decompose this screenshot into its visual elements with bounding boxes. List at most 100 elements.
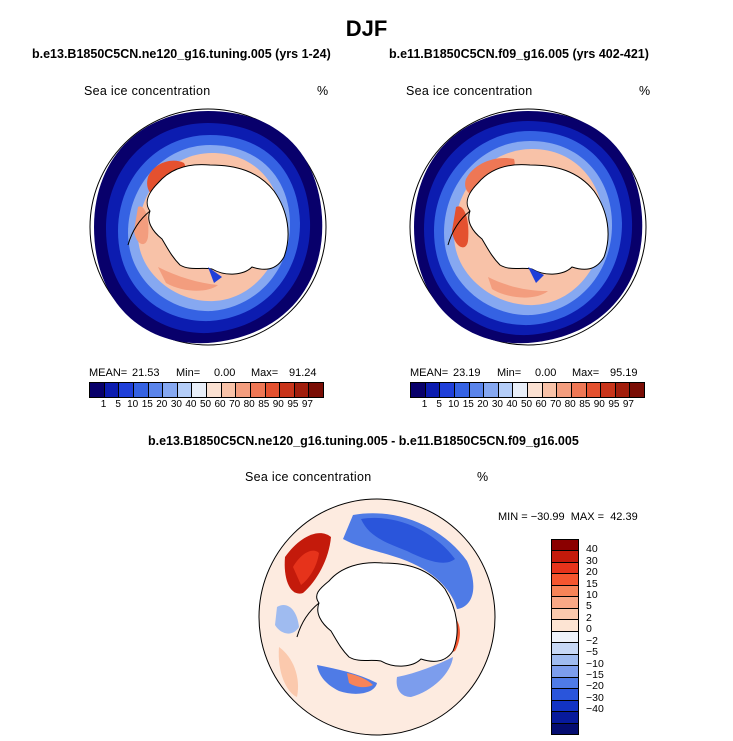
diff-colorbar-tick-label: 40 <box>586 543 598 556</box>
panel1-map <box>89 108 327 346</box>
colorbar-swatch <box>309 383 323 397</box>
panel1-field-name: Sea ice concentration <box>84 84 211 98</box>
colorbar-swatch <box>177 383 193 397</box>
colorbar-tick-label: 90 <box>593 399 605 410</box>
colorbar-swatch <box>294 383 310 397</box>
diff-colorbar <box>551 539 579 735</box>
colorbar-tick-label: 20 <box>477 399 489 410</box>
colorbar-swatch <box>236 383 251 397</box>
colorbar-swatch <box>90 383 105 397</box>
colorbar-tick-label: 40 <box>506 399 518 410</box>
diff-field-name: Sea ice concentration <box>245 470 372 484</box>
panel1-max-label: Max= <box>251 367 279 379</box>
diff-colorbar-swatch <box>552 620 578 632</box>
colorbar-swatch <box>454 383 470 397</box>
colorbar-tick-label: 20 <box>156 399 168 410</box>
colorbar-swatch <box>440 383 455 397</box>
colorbar-tick-label: 97 <box>301 399 313 410</box>
diff-colorbar-swatch <box>552 666 578 678</box>
diff-minmax: MIN = −30.99 MAX = 42.39 <box>498 511 638 523</box>
colorbar-swatch <box>265 383 281 397</box>
colorbar-swatch <box>207 383 222 397</box>
diff-colorbar-swatch <box>552 608 578 621</box>
colorbar-swatch <box>221 383 237 397</box>
panel2-field-name: Sea ice concentration <box>406 84 533 98</box>
colorbar-swatch <box>586 383 602 397</box>
panel1-case-title: b.e13.B1850C5CN.ne120_g16.tuning.005 (yr… <box>32 47 331 61</box>
diff-colorbar-tick-label: 20 <box>586 566 598 579</box>
panel2-min-value: 0.00 <box>535 367 557 379</box>
colorbar-tick-label: 10 <box>127 399 139 410</box>
colorbar-tick-label: 5 <box>115 399 121 410</box>
diff-units: % <box>477 470 489 484</box>
colorbar-swatch <box>469 383 485 397</box>
panel2-mean-value: 23.19 <box>453 367 481 379</box>
diff-colorbar-swatch <box>552 540 578 552</box>
colorbar-tick-label: 60 <box>535 399 547 410</box>
panel2-max-value: 95.19 <box>610 367 638 379</box>
diff-colorbar-tick-label: 0 <box>586 623 592 636</box>
panel1-antarctica <box>146 164 289 275</box>
diff-colorbar-swatch <box>552 631 578 644</box>
figure-title: DJF <box>345 16 388 41</box>
diff-colorbar-tick-label: −15 <box>586 668 604 681</box>
colorbar-tick-label: 80 <box>564 399 576 410</box>
colorbar-tick-label: 80 <box>243 399 255 410</box>
diff-title: b.e13.B1850C5CN.ne120_g16.tuning.005 - b… <box>148 434 579 448</box>
colorbar-swatch <box>411 383 426 397</box>
colorbar-tick-label: 1 <box>421 399 428 410</box>
diff-colorbar-swatch <box>552 712 578 724</box>
colorbar-swatch <box>192 383 207 397</box>
colorbar-tick-label: 90 <box>272 399 284 410</box>
diff-colorbar-tick-label: 10 <box>586 589 598 602</box>
diff-colorbar-swatch <box>552 574 578 586</box>
colorbar-tick-label: 15 <box>462 399 474 410</box>
panel2-min-label: Min= <box>497 367 522 379</box>
panel1-colorbar <box>89 382 324 398</box>
panel2-max-label: Max= <box>572 367 600 379</box>
diff-colorbar-tick-label: −20 <box>586 680 604 693</box>
diff-colorbar-tick-label: 30 <box>586 554 598 567</box>
diff-colorbar-swatch <box>552 700 578 713</box>
colorbar-swatch <box>615 383 631 397</box>
diff-colorbar-swatch <box>552 597 578 609</box>
diff-colorbar-tick-label: −2 <box>586 634 598 647</box>
panel1-units: % <box>317 84 329 98</box>
panel1-min-value: 0.00 <box>214 367 236 379</box>
colorbar-swatch <box>250 383 266 397</box>
panel2-units: % <box>639 84 651 98</box>
colorbar-swatch <box>133 383 149 397</box>
diff-colorbar-swatch <box>552 562 578 575</box>
diff-colorbar-swatch <box>552 585 578 598</box>
colorbar-tick-label: 97 <box>622 399 634 410</box>
colorbar-swatch <box>280 383 295 397</box>
diff-colorbar-swatch <box>552 689 578 701</box>
colorbar-swatch <box>542 383 558 397</box>
colorbar-swatch <box>601 383 616 397</box>
diff-colorbar-swatch <box>552 551 578 563</box>
colorbar-swatch <box>498 383 514 397</box>
colorbar-tick-label: 70 <box>550 399 562 410</box>
panel2-map <box>409 108 647 346</box>
panel2-case-title: b.e11.B1850C5CN.f09_g16.005 (yrs 402-421… <box>389 47 649 61</box>
panel2-mean-label: MEAN= <box>410 367 449 379</box>
colorbar-tick-label: 70 <box>229 399 241 410</box>
colorbar-tick-label: 95 <box>287 399 299 410</box>
colorbar-tick-label: 60 <box>214 399 226 410</box>
diff-antarctica <box>316 562 458 667</box>
panel2-colorbar <box>410 382 645 398</box>
colorbar-swatch <box>104 383 120 397</box>
colorbar-tick-label: 85 <box>579 399 591 410</box>
colorbar-swatch <box>163 383 178 397</box>
panel1-mean-label: MEAN= <box>89 367 128 379</box>
colorbar-swatch <box>571 383 587 397</box>
colorbar-tick-label: 30 <box>491 399 503 410</box>
colorbar-tick-label: 95 <box>608 399 620 410</box>
panel1-mean-value: 21.53 <box>132 367 160 379</box>
colorbar-swatch <box>630 383 644 397</box>
diff-colorbar-tick-label: −5 <box>586 646 598 659</box>
colorbar-tick-label: 50 <box>199 399 212 410</box>
diff-colorbar-tick-label: 5 <box>586 600 592 613</box>
diff-colorbar-tick-label: −30 <box>586 691 604 704</box>
colorbar-tick-label: 15 <box>141 399 153 410</box>
